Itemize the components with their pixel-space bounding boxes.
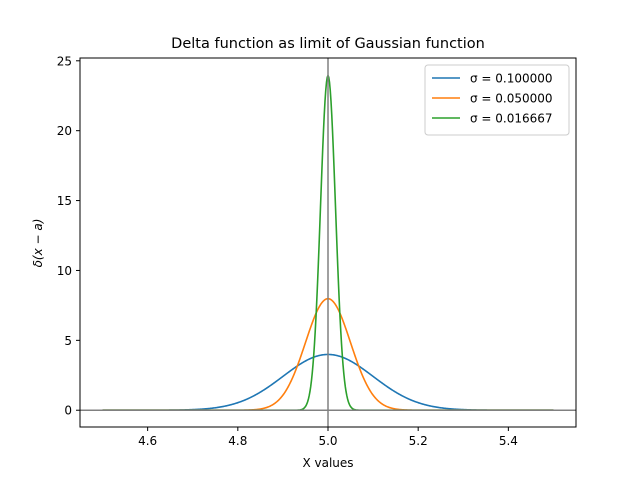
x-tick-label: 4.8: [228, 434, 247, 448]
legend-label-3: σ = 0.016667: [470, 112, 553, 126]
x-tick-label: 5.2: [409, 434, 428, 448]
y-tick-label: 15: [57, 194, 72, 208]
legend-label-2: σ = 0.050000: [470, 92, 553, 106]
y-axis-label: δ(x − a): [31, 219, 45, 268]
legend: σ = 0.100000 σ = 0.050000 σ = 0.016667: [424, 64, 570, 136]
legend-box: [424, 64, 570, 136]
x-tick-label: 4.6: [138, 434, 157, 448]
y-tick-label: 0: [64, 404, 72, 418]
chart-title: Delta function as limit of Gaussian func…: [171, 36, 485, 52]
legend-label-1: σ = 0.100000: [470, 72, 553, 86]
y-tick-label: 20: [57, 124, 72, 138]
x-axis-label: X values: [302, 456, 353, 470]
y-tick-label: 5: [64, 334, 72, 348]
y-tick-label: 10: [57, 264, 72, 278]
x-tick-label: 5.4: [499, 434, 518, 448]
plot-area: 4.6 4.8 5.0 5.2 5.4 0 5 10 15 20 25: [57, 54, 577, 448]
x-tick-label: 5.0: [318, 434, 337, 448]
y-tick-label: 25: [57, 54, 72, 68]
